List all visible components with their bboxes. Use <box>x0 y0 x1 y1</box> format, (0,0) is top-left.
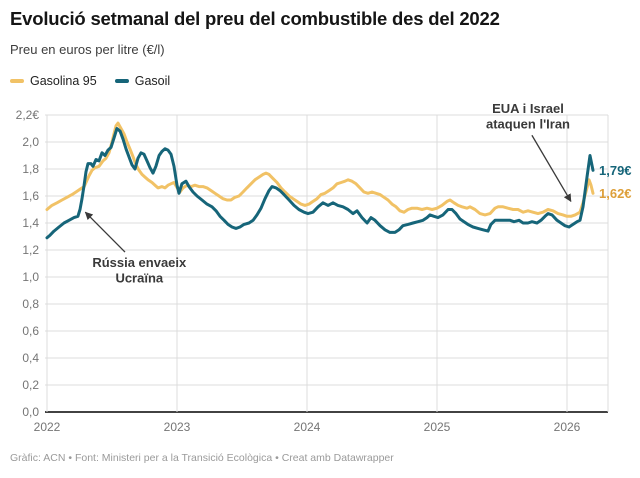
legend-item-gasoil: Gasoil <box>114 74 171 88</box>
series-end-value-labels: 1,62€ 1,79€ <box>599 163 632 201</box>
page-title: Evolució setmanal del preu del combustib… <box>10 8 500 29</box>
data-series-lines <box>45 121 595 240</box>
end-label-gasoil: 1,79€ <box>599 163 632 178</box>
annotation-arrow <box>84 211 126 253</box>
legend-label-gasolina-95: Gasolina 95 <box>30 74 97 88</box>
x-axis-tick-label: 2023 <box>164 420 191 434</box>
chart-attribution-footer: Gràfic: ACN • Font: Ministeri per a la T… <box>10 452 394 464</box>
chart-annotations: Rússia envaeix Ucraïna EUA i Israel ataquen… <box>84 101 572 286</box>
end-label-gasolina-95: 1,62€ <box>599 186 632 201</box>
legend-swatch-gasoil-icon <box>114 79 129 83</box>
y-axis-tick-label: 1,2 <box>22 243 39 257</box>
legend-item-gasolina-95: Gasolina 95 <box>10 74 97 88</box>
y-axis-tick-label: 0,2 <box>22 378 39 392</box>
horizontal-gridlines <box>45 114 608 413</box>
annotation-arrow <box>531 134 572 202</box>
y-axis-tick-label: 0,6 <box>22 324 39 338</box>
y-axis-tick-label: 1,8 <box>22 162 39 176</box>
vertical-gridlines <box>46 115 609 412</box>
y-axis-tick-label: 1,0 <box>22 270 39 284</box>
annotation-text: EUA i Israel ataquen l'Iran <box>486 101 570 131</box>
legend-label-gasoil: Gasoil <box>134 74 171 88</box>
y-axis-tick-label: 1,6 <box>22 189 39 203</box>
y-axis-tick-label: 2,2€ <box>16 108 40 122</box>
annotation-text: Rússia envaeix Ucraïna <box>92 255 187 286</box>
x-axis-tick-label: 2025 <box>424 420 451 434</box>
y-axis-tick-label: 1,4 <box>22 216 39 230</box>
series-line-gasolina-95 <box>45 121 595 218</box>
x-axis-tick-label: 2022 <box>34 420 61 434</box>
x-axis-tick-label: 2024 <box>294 420 321 434</box>
y-axis-tick-label: 0,4 <box>22 351 39 365</box>
legend-swatch-gasolina-95-icon <box>10 79 24 83</box>
y-axis-tick-label: 0,0 <box>22 405 39 419</box>
axis-tick-labels: 2,2€2,01,81,61,41,21,00,80,60,40,20,0202… <box>16 108 581 434</box>
y-axis-tick-label: 2,0 <box>22 135 39 149</box>
series-line-gasoil <box>45 127 595 240</box>
x-axis-tick-label: 2026 <box>554 420 581 434</box>
y-axis-tick-label: 0,8 <box>22 297 39 311</box>
chart-legend: Gasolina 95 Gasoil <box>10 74 170 88</box>
chart-subtitle: Preu en euros per litre (€/l) <box>10 42 165 57</box>
